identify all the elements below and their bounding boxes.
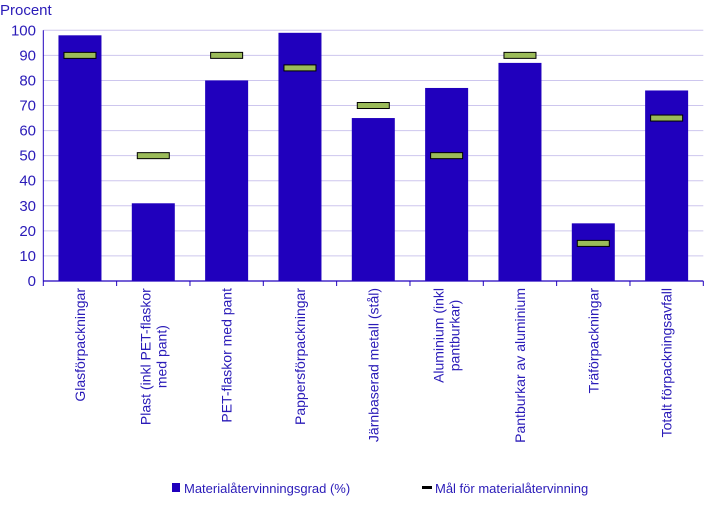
x-tick-label-line: Totalt förpackningsavfall xyxy=(659,288,675,437)
x-tick-label-line: Träförpackningar xyxy=(585,288,601,394)
bar xyxy=(645,90,689,281)
y-tick-label: 50 xyxy=(19,148,36,165)
legend-swatch-marker xyxy=(422,486,432,489)
bar xyxy=(498,62,542,282)
y-tick-label: 10 xyxy=(19,248,36,265)
x-tick-label-line: Pappersförpackningar xyxy=(292,288,308,425)
bar xyxy=(131,203,175,281)
target-marker xyxy=(430,152,464,160)
bar xyxy=(278,32,322,281)
y-tick-label: 0 xyxy=(28,273,36,290)
legend-label-bar: Materialåtervinningsgrad (%) xyxy=(184,481,350,496)
y-tick-label: 90 xyxy=(19,47,36,64)
y-tick-label: 80 xyxy=(19,72,36,89)
x-tick-label-line: Glasförpackningar xyxy=(72,288,88,402)
y-tick-label: 60 xyxy=(19,123,36,140)
y-tick-label: 100 xyxy=(11,22,36,39)
target-marker xyxy=(576,239,610,247)
y-axis-label: Procent xyxy=(0,2,53,19)
y-tick-label: 30 xyxy=(19,198,36,215)
bar xyxy=(205,80,249,281)
bar xyxy=(425,87,469,281)
x-tick-label: Aluminium (inklpantburkar) xyxy=(431,288,463,383)
x-tick-label: Järnbaserad metall (stål) xyxy=(365,288,381,442)
x-tick-label-line: med pant) xyxy=(153,325,169,388)
x-tick-label: Glasförpackningar xyxy=(72,288,88,402)
target-marker xyxy=(356,102,390,110)
x-tick-label-line: Plast (inkl PET-flaskor xyxy=(137,288,153,425)
x-tick-label-line: pantburkar) xyxy=(447,300,463,372)
target-marker xyxy=(650,114,684,122)
x-tick-label: Plast (inkl PET-flaskormed pant) xyxy=(137,288,169,425)
target-marker xyxy=(503,51,537,59)
x-tick-label-line: Järnbaserad metall (stål) xyxy=(365,288,381,442)
target-marker xyxy=(136,152,170,160)
x-tick-label: Totalt förpackningsavfall xyxy=(659,288,675,437)
x-tick-label-line: PET-flaskor med pant xyxy=(219,288,235,423)
bar xyxy=(58,35,102,282)
bar xyxy=(351,118,395,281)
x-tick-label-line: Aluminium (inkl xyxy=(431,288,447,383)
x-tick-label: Träförpackningar xyxy=(585,288,601,394)
bar xyxy=(571,223,615,281)
target-marker xyxy=(283,64,317,72)
y-tick-label: 70 xyxy=(19,98,36,115)
y-tick-label: 40 xyxy=(19,173,36,190)
x-tick-label-line: Pantburkar av aluminium xyxy=(512,288,528,443)
legend-swatch-bar xyxy=(172,483,180,492)
legend: Materialåtervinningsgrad (%) Mål för mat… xyxy=(172,481,588,496)
x-tick-label: PET-flaskor med pant xyxy=(219,288,235,423)
target-marker xyxy=(63,51,97,59)
x-tick-label: Pappersförpackningar xyxy=(292,288,308,425)
x-tick-label: Pantburkar av aluminium xyxy=(512,288,528,443)
target-marker xyxy=(210,51,244,59)
legend-label-marker: Mål för materialåtervinning xyxy=(435,481,588,496)
y-tick-label: 20 xyxy=(19,223,36,240)
